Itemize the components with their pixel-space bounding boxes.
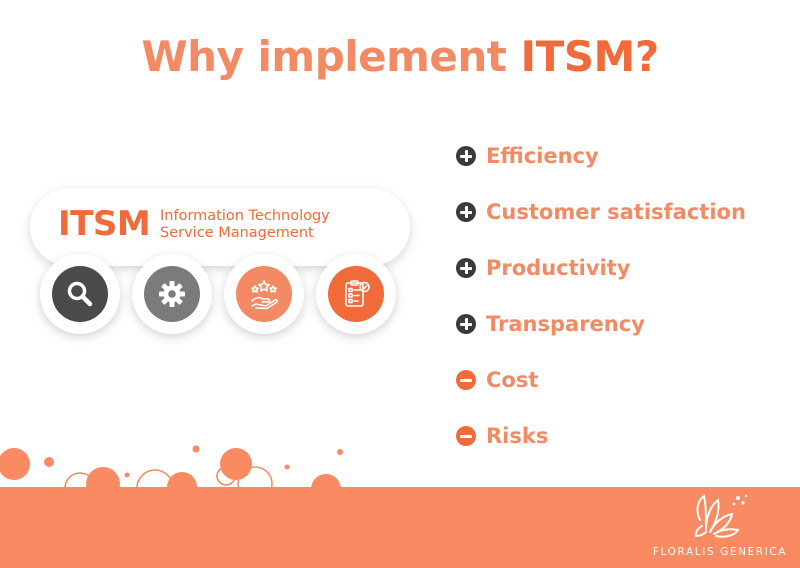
brand-name: FLORALIS GENERICA	[652, 546, 788, 558]
plus-icon	[456, 202, 476, 222]
list-item: Productivity	[456, 240, 746, 296]
footer-band	[0, 487, 800, 568]
checklist-icon-badge	[316, 254, 396, 334]
search-icon-badge	[40, 254, 120, 334]
list-item-label: Efficiency	[486, 144, 599, 168]
checklist-icon	[328, 266, 384, 322]
itsm-full-name-line-2: Service Management	[160, 225, 314, 241]
minus-icon	[456, 370, 476, 390]
title-part-2: ITSM?	[520, 32, 660, 81]
brand-logo: FLORALIS GENERICA	[640, 490, 800, 568]
itsm-full-name: Information Technology Service Managemen…	[160, 208, 330, 242]
itsm-acronym: ITSM	[58, 204, 151, 244]
itsm-card: ITSM Information Technology Service Mana…	[30, 188, 410, 266]
plus-icon	[456, 314, 476, 334]
list-item: Risks	[456, 408, 746, 464]
search-icon	[52, 266, 108, 322]
list-item: Cost	[456, 352, 746, 408]
title-part-1: Why implement	[141, 32, 521, 81]
itsm-full-name-line-1: Information Technology	[160, 208, 330, 224]
benefits-list: Efficiency Customer satisfaction Product…	[456, 128, 746, 464]
list-item: Efficiency	[456, 128, 746, 184]
gear-icon	[144, 266, 200, 322]
gear-icon-badge	[132, 254, 212, 334]
page-title: Why implement ITSM?	[0, 32, 800, 81]
list-item-label: Risks	[486, 424, 549, 448]
plus-icon	[456, 258, 476, 278]
customer-rating-icon-badge	[224, 254, 304, 334]
minus-icon	[456, 426, 476, 446]
list-item: Transparency	[456, 296, 746, 352]
list-item-label: Customer satisfaction	[486, 200, 746, 224]
list-item-label: Productivity	[486, 256, 631, 280]
plus-icon	[456, 146, 476, 166]
flower-logo-icon	[694, 494, 748, 538]
list-item: Customer satisfaction	[456, 184, 746, 240]
list-item-label: Cost	[486, 368, 539, 392]
customer-rating-icon	[236, 266, 292, 322]
list-item-label: Transparency	[486, 312, 645, 336]
